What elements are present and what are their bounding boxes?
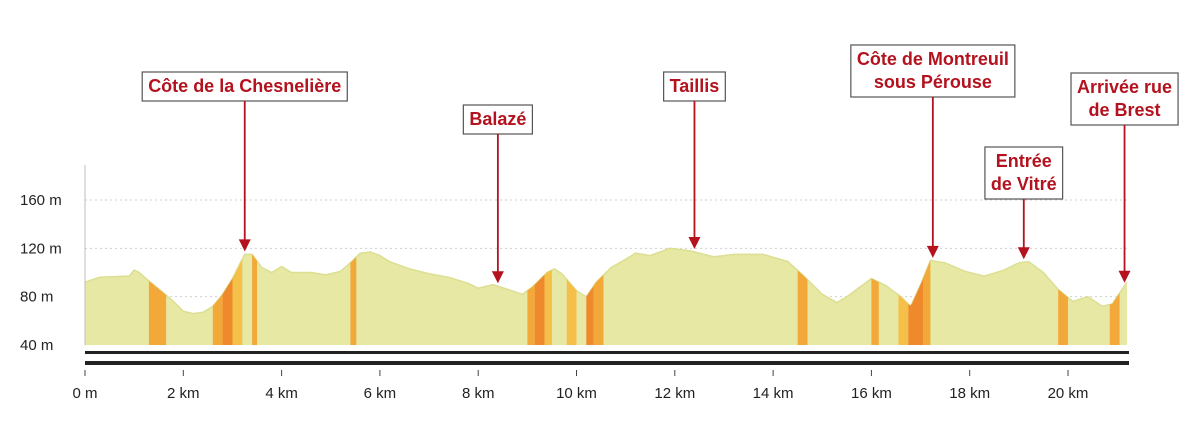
annotation-3: Côte de Montreuil sous Pérouse [850,44,1016,258]
y-tick-label: 80 m [20,289,53,306]
climb-segment-light [544,270,552,345]
climb-segment-medium [527,284,535,345]
climb-segment-medium [797,270,808,345]
annotation-arrow-head [688,236,701,249]
annotation-box [850,44,1016,98]
climb-segment-medium [148,281,167,345]
x-tick-label: 2 km [167,385,200,402]
annotation-arrow-head [926,245,939,258]
climb-segment-light [566,279,577,345]
climb-segment-steep [908,278,923,345]
climb-segment-steep [586,285,594,345]
annotation-label: Taillis [670,76,720,96]
annotation-arrow-head [491,271,504,284]
annotation-0: Côte de la Chesnelière [141,71,348,252]
x-tick-label: 6 km [364,385,397,402]
x-tick-label: 0 m [72,385,97,402]
climb-segment-steep [222,278,233,345]
annotation-box [462,104,533,135]
annotation-arrow-head [238,239,251,252]
x-tick-label: 14 km [753,385,794,402]
x-tick-label: 4 km [265,385,298,402]
climb-segment-medium [593,274,604,345]
climb-segment-medium [1058,289,1068,345]
annotation-label: sous Pérouse [874,72,992,92]
axis-bar-bottom [85,361,1129,365]
annotation-4: Entrée de Vitré [984,146,1064,260]
annotation-arrow-head [1017,247,1030,260]
climb-segment-medium [871,278,879,345]
climb-segment-light [232,259,243,345]
x-tick-label: 16 km [851,385,892,402]
climb-segments [148,254,1120,345]
climb-segment-medium [350,257,357,345]
axis-bar-top [85,351,1129,354]
elevation-area [85,248,1127,345]
x-tick-label: 10 km [556,385,597,402]
y-tick-label: 120 m [20,240,62,257]
climb-segment-medium [1109,293,1120,345]
annotation-label: Arrivée rue [1077,77,1172,97]
annotation-box [663,71,726,102]
annotation-box [1070,72,1179,126]
x-tick-label: 18 km [949,385,990,402]
climb-segment-medium [252,254,257,345]
x-tick-label: 12 km [654,385,695,402]
x-tick-label: 20 km [1048,385,1089,402]
axes: 40 m 80 m 120 m 160 m 0 m 2 km 4 km 6 km 8 km 10 … [20,165,1129,402]
annotation-label: Balazé [469,109,526,129]
annotation-box [141,71,348,102]
climb-segment-steep [534,274,545,345]
annotation-arrow-head [1118,270,1131,283]
annotation-label: Côte de Montreuil [857,49,1009,69]
annotation-label: Côte de la Chesnelière [148,76,341,96]
annotations: Côte de la Chesnelière Balazé Taillis Côte … [141,44,1179,284]
annotation-1: Balazé [462,104,533,284]
annotation-label: de Brest [1089,100,1161,120]
climb-segment-medium [923,260,931,345]
annotation-5: Arrivée rue de Brest [1070,72,1179,283]
climb-segment-medium [212,294,223,345]
climb-segment-light [898,294,909,345]
y-tick-label: 160 m [20,192,62,209]
x-tick-label: 8 km [462,385,495,402]
y-tick-label: 40 m [20,337,53,354]
annotation-2: Taillis [663,71,726,249]
annotation-label: de Vitré [991,174,1057,194]
annotation-label: Entrée [996,151,1052,171]
